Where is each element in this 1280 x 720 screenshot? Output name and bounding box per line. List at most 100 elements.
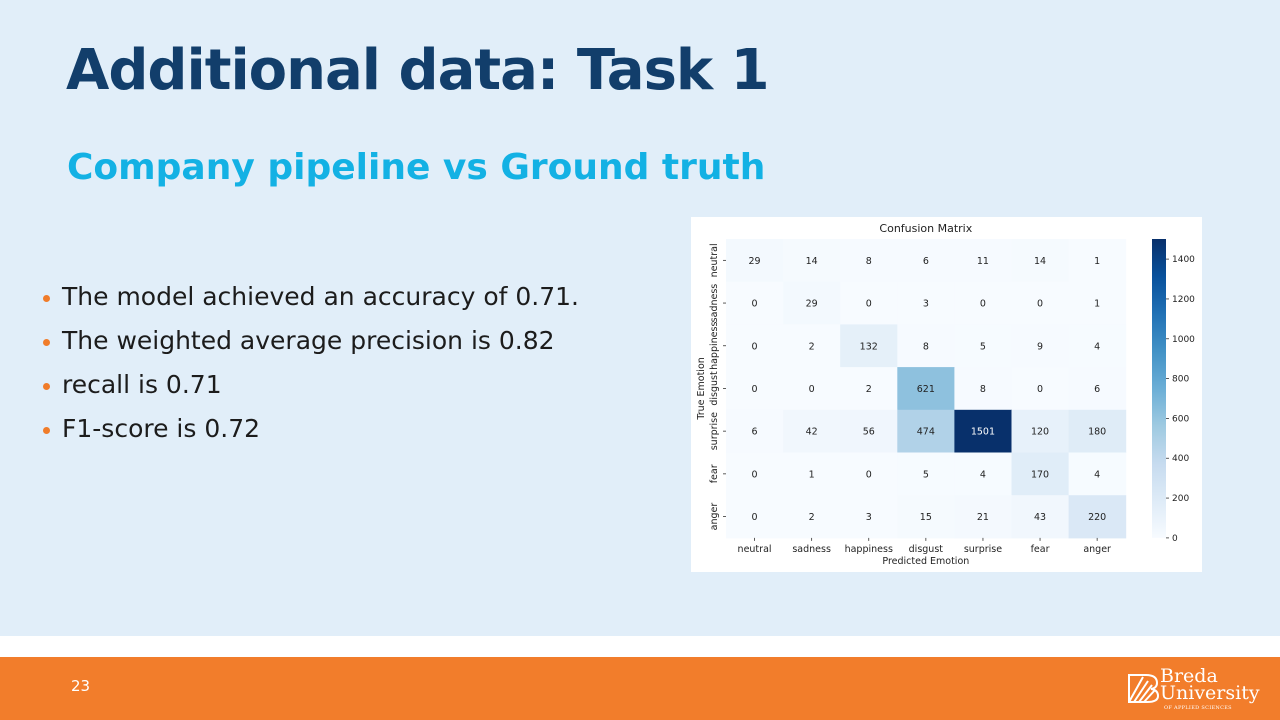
cell-value-label: 0 xyxy=(1037,299,1043,310)
cell-value-label: 21 xyxy=(977,512,989,523)
cell-value-label: 15 xyxy=(920,512,932,523)
heatmap-cell xyxy=(840,452,898,496)
x-tick-label: happiness xyxy=(845,544,893,555)
heatmap-cell xyxy=(954,495,1012,539)
heatmap-cell xyxy=(840,324,898,368)
cell-value-label: 56 xyxy=(863,427,875,438)
cell-value-label: 5 xyxy=(923,469,929,480)
cell-value-label: 14 xyxy=(1034,256,1046,267)
cell-value-label: 170 xyxy=(1031,469,1049,480)
cell-value-label: 3 xyxy=(866,512,872,523)
bullet-item-accuracy: The model achieved an accuracy of 0.71. xyxy=(40,282,579,326)
cell-value-label: 8 xyxy=(866,256,872,267)
heatmap-cell xyxy=(1011,239,1070,283)
university-logo: Breda University OF APPLIED SCIENCES xyxy=(1124,665,1264,715)
y-tick-label: disgust xyxy=(709,371,720,406)
cell-value-label: 43 xyxy=(1034,512,1046,523)
x-tick-label: sadness xyxy=(792,544,831,555)
cell-value-label: 2 xyxy=(866,384,872,395)
colorbar-tick-label: 1400 xyxy=(1172,255,1195,265)
cell-value-label: 220 xyxy=(1088,512,1106,523)
heatmap-cell xyxy=(1011,495,1070,539)
cell-value-label: 1 xyxy=(809,469,815,480)
cell-value-label: 0 xyxy=(1037,384,1043,395)
heatmap-cell xyxy=(954,452,1012,496)
heatmap-cell xyxy=(1068,324,1127,368)
heatmap-cell xyxy=(1068,495,1127,539)
bullet-item-recall: recall is 0.71 xyxy=(40,370,579,414)
colorbar-tick-label: 600 xyxy=(1172,414,1189,424)
heatmap-cell xyxy=(840,409,898,453)
heatmap-cell xyxy=(897,495,955,539)
slide-body: Additional data: Task 1 Company pipeline… xyxy=(0,0,1280,636)
heatmap-cell xyxy=(726,495,784,539)
cell-value-label: 29 xyxy=(806,299,818,310)
heatmap-cell xyxy=(1011,367,1070,411)
logo-text-breda: Breda xyxy=(1160,665,1218,687)
heatmap-cell xyxy=(726,324,784,368)
heatmap-cell xyxy=(783,452,841,496)
logo-text-applied: OF APPLIED SCIENCES xyxy=(1164,705,1232,711)
heatmap-cell xyxy=(954,281,1012,325)
heatmap-cell xyxy=(840,495,898,539)
cell-value-label: 0 xyxy=(809,384,815,395)
cell-value-label: 0 xyxy=(752,512,758,523)
heatmap-cell xyxy=(1011,324,1070,368)
heatmap-cell xyxy=(897,409,955,453)
heatmap-cell xyxy=(840,281,898,325)
cell-value-label: 14 xyxy=(806,256,818,267)
heatmap-cell xyxy=(1011,452,1070,496)
y-tick-label: neutral xyxy=(709,243,720,277)
cell-value-label: 120 xyxy=(1031,427,1049,438)
heatmap-cell xyxy=(726,239,784,283)
heatmap-cell xyxy=(1011,281,1070,325)
cell-value-label: 4 xyxy=(980,469,986,480)
heatmap-cell xyxy=(840,239,898,283)
bullet-item-f1: F1-score is 0.72 xyxy=(40,414,579,458)
heatmap-cell xyxy=(954,239,1012,283)
cell-value-label: 4 xyxy=(1094,469,1100,480)
heatmap-cell xyxy=(726,281,784,325)
cell-value-label: 0 xyxy=(866,299,872,310)
footer-gap xyxy=(0,636,1280,657)
page-number: 23 xyxy=(71,677,91,695)
cell-value-label: 180 xyxy=(1088,427,1106,438)
y-tick-label: fear xyxy=(709,464,720,483)
heatmap-cell xyxy=(897,452,955,496)
cell-value-label: 621 xyxy=(917,384,935,395)
cell-value-label: 8 xyxy=(923,341,929,352)
heatmap-cell xyxy=(954,324,1012,368)
x-tick-label: neutral xyxy=(738,544,772,555)
y-tick-label: happiness xyxy=(709,322,720,370)
colorbar-tick-label: 800 xyxy=(1172,375,1189,385)
y-axis-label: True Emotion xyxy=(696,357,707,420)
bullet-item-precision: The weighted average precision is 0.82 xyxy=(40,326,579,370)
cell-value-label: 2 xyxy=(809,512,815,523)
heatmap-cell xyxy=(954,409,1012,453)
heatmap-cell xyxy=(1068,367,1127,411)
slide-subtitle: Company pipeline vs Ground truth xyxy=(67,147,766,188)
cell-value-label: 0 xyxy=(752,341,758,352)
heatmap-cell xyxy=(897,239,955,283)
cell-value-label: 6 xyxy=(1094,384,1100,395)
logo-emblem-icon xyxy=(1128,674,1160,703)
heatmap-cell xyxy=(726,409,784,453)
heatmap-cell xyxy=(783,281,841,325)
colorbar-tick-label: 0 xyxy=(1172,534,1178,544)
cell-value-label: 0 xyxy=(866,469,872,480)
heatmap-cell xyxy=(1068,409,1127,453)
heatmap-cell xyxy=(840,367,898,411)
slide-title: Additional data: Task 1 xyxy=(66,38,770,103)
cell-value-label: 42 xyxy=(806,427,818,438)
colorbar-tick-label: 200 xyxy=(1172,494,1189,504)
x-tick-label: disgust xyxy=(909,544,944,555)
heatmap-cell xyxy=(726,367,784,411)
colorbar-tick-label: 1200 xyxy=(1172,295,1195,305)
heatmap-cell xyxy=(1068,281,1127,325)
heatmap-cell xyxy=(1011,409,1070,453)
colorbar-tick-label: 1000 xyxy=(1172,335,1195,345)
cell-value-label: 0 xyxy=(980,299,986,310)
heatmap-cell xyxy=(783,239,841,283)
cell-value-label: 2 xyxy=(809,341,815,352)
